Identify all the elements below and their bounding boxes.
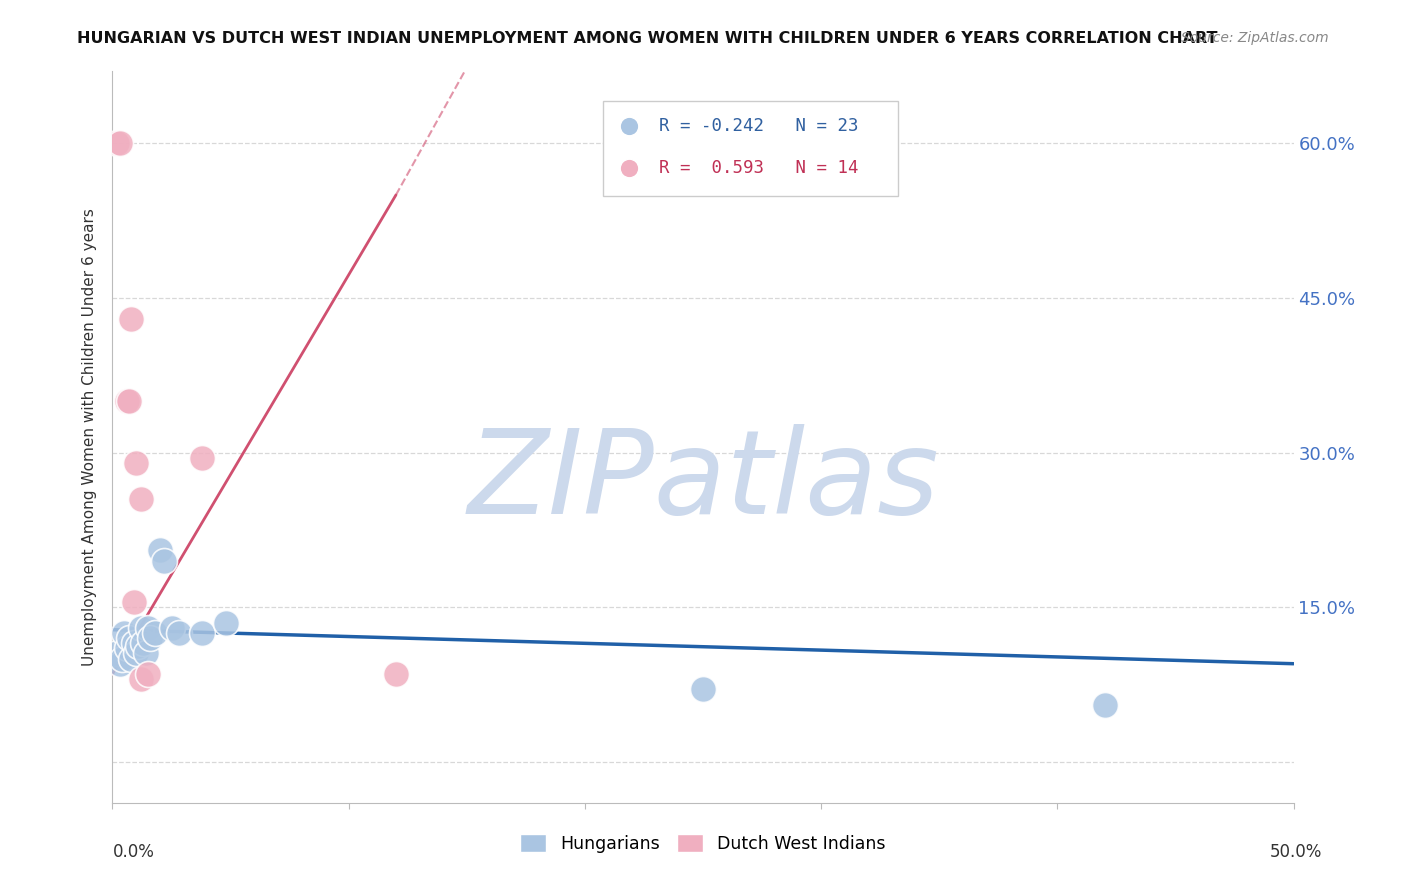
Point	[191, 625, 214, 640]
Y-axis label: Unemployment Among Women with Children Under 6 years: Unemployment Among Women with Children U…	[82, 208, 97, 666]
Point	[118, 631, 141, 645]
Point	[167, 625, 190, 640]
Point	[153, 554, 176, 568]
Text: HUNGARIAN VS DUTCH WEST INDIAN UNEMPLOYMENT AMONG WOMEN WITH CHILDREN UNDER 6 YE: HUNGARIAN VS DUTCH WEST INDIAN UNEMPLOYM…	[77, 31, 1218, 46]
Point	[111, 651, 134, 665]
Text: R = -0.242   N = 23: R = -0.242 N = 23	[659, 117, 859, 136]
Point	[160, 621, 183, 635]
Point	[143, 625, 166, 640]
Point	[191, 450, 214, 465]
Point	[115, 394, 138, 409]
Point	[108, 657, 131, 671]
Point	[122, 595, 145, 609]
FancyBboxPatch shape	[603, 101, 898, 195]
Point	[122, 636, 145, 650]
Point	[136, 667, 159, 681]
Point	[385, 667, 408, 681]
Point	[127, 639, 149, 653]
Point	[105, 647, 128, 661]
Point	[120, 651, 142, 665]
Point	[149, 543, 172, 558]
Point	[108, 136, 131, 151]
Point	[105, 136, 128, 151]
Point	[136, 621, 159, 635]
Legend: Hungarians, Dutch West Indians: Hungarians, Dutch West Indians	[513, 827, 893, 860]
Point	[112, 625, 135, 640]
Point	[132, 636, 155, 650]
Point	[215, 615, 238, 630]
Point	[1094, 698, 1116, 712]
Point	[118, 394, 141, 409]
Point	[139, 631, 162, 645]
Point	[129, 491, 152, 506]
Point	[125, 647, 148, 661]
Text: R =  0.593   N = 14: R = 0.593 N = 14	[659, 159, 859, 177]
Text: ZIPatlas: ZIPatlas	[467, 424, 939, 538]
Point	[120, 311, 142, 326]
Point	[125, 456, 148, 470]
Point	[692, 682, 714, 697]
Point	[129, 672, 152, 686]
Text: 50.0%: 50.0%	[1270, 843, 1322, 861]
Text: 0.0%: 0.0%	[112, 843, 155, 861]
Text: Source: ZipAtlas.com: Source: ZipAtlas.com	[1181, 31, 1329, 45]
Point	[115, 641, 138, 656]
Point	[135, 647, 157, 661]
Point	[129, 621, 152, 635]
